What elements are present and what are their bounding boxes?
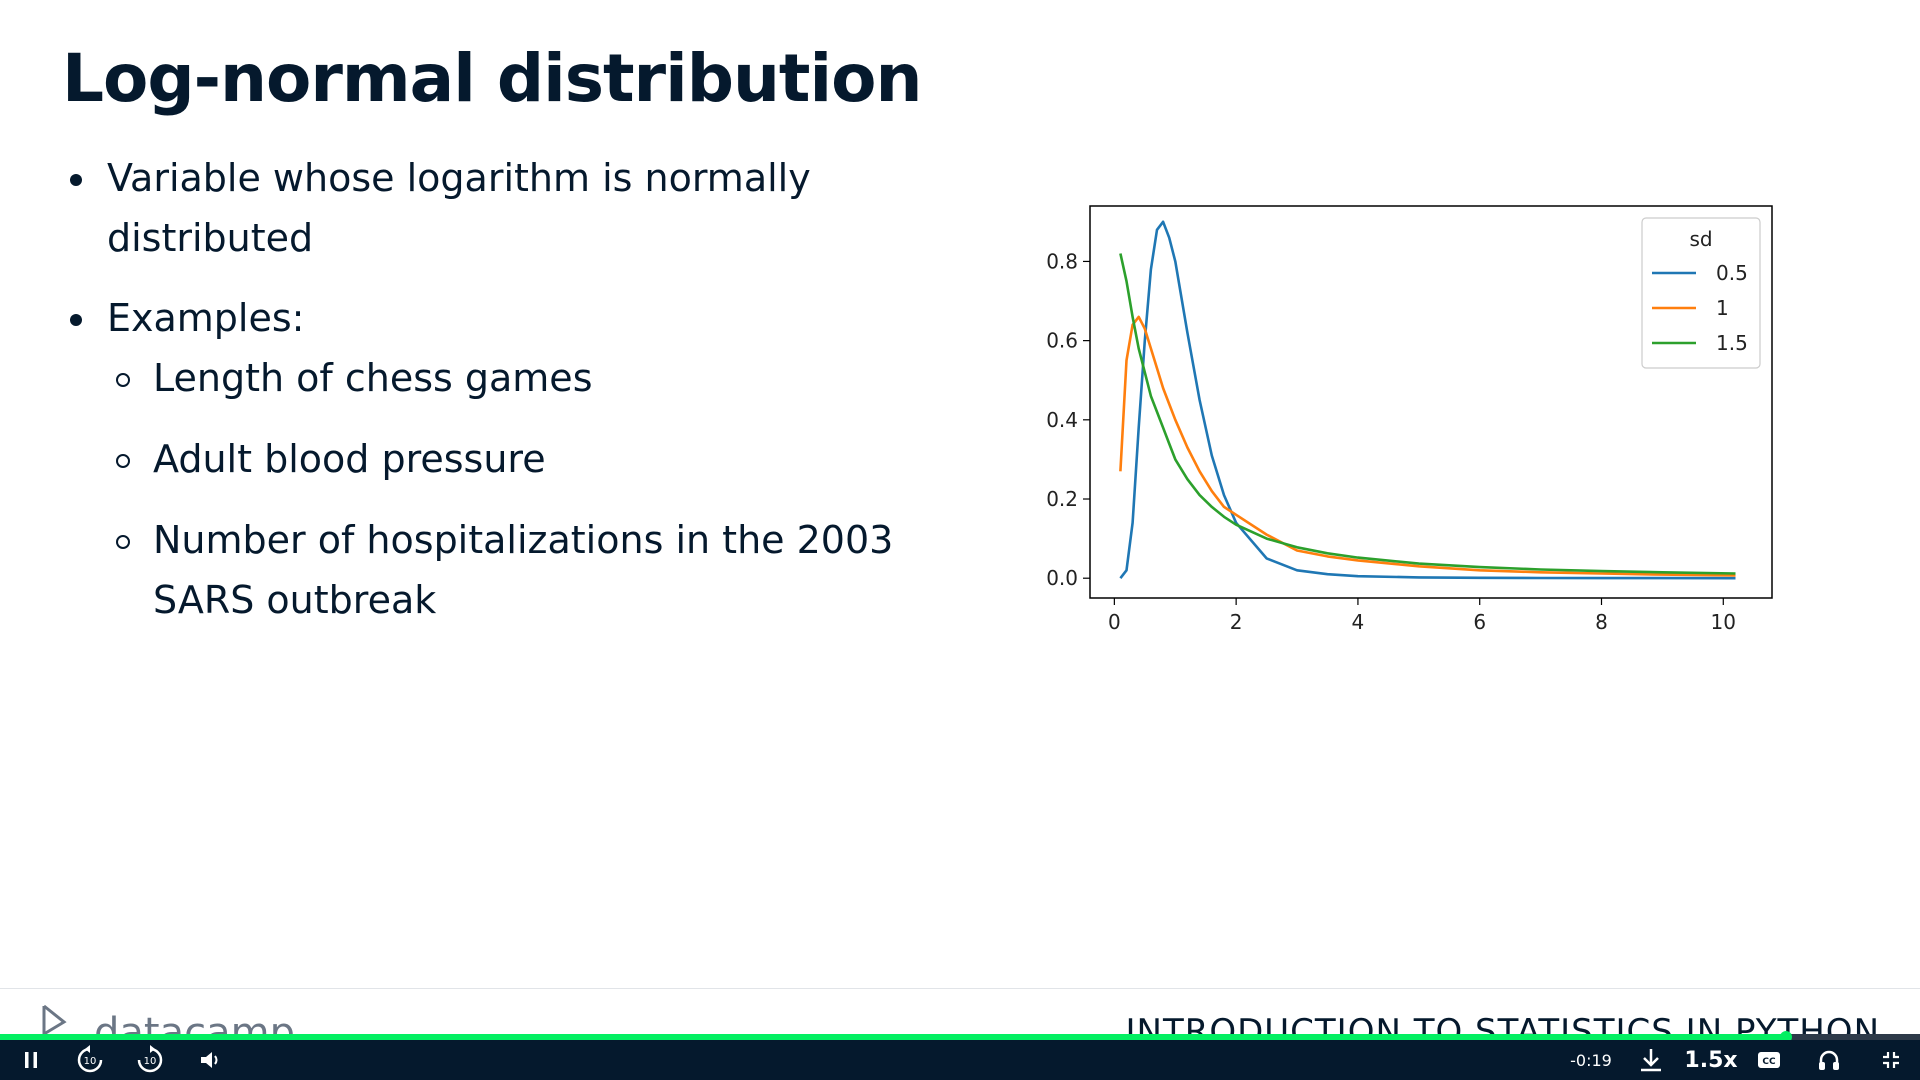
playback-speed-button[interactable]: 1.5x <box>1684 1047 1738 1073</box>
y-tick-label: 0.2 <box>1046 487 1078 511</box>
bullet-item: Variable whose logarithm is normally dis… <box>66 148 926 268</box>
sub-bullet-ring <box>116 373 130 387</box>
bullet-list: Variable whose logarithm is normally dis… <box>66 148 926 630</box>
sub-bullet-ring <box>116 535 130 549</box>
series-line-0.5 <box>1119 220 1736 580</box>
series-line-1.5 <box>1119 253 1736 575</box>
exit-fullscreen-button[interactable] <box>1876 1040 1906 1080</box>
forward-seconds: 10 <box>144 1056 157 1067</box>
footer-divider <box>0 988 1920 989</box>
exit-fullscreen-icon <box>1883 1052 1899 1068</box>
audio-only-button[interactable] <box>1814 1040 1844 1080</box>
legend-box <box>1641 217 1761 369</box>
series-line-1 <box>1119 315 1736 577</box>
volume-icon <box>201 1052 218 1068</box>
captions-button[interactable]: CC <box>1754 1040 1784 1080</box>
y-tick-label: 0.0 <box>1046 566 1078 590</box>
forward-icon: 10 <box>137 1045 163 1073</box>
headphones-icon <box>1819 1050 1839 1070</box>
pause-button[interactable] <box>14 1040 48 1080</box>
time-remaining: -0:19 <box>1570 1050 1612 1070</box>
sub-bullet-item: Adult blood pressure <box>66 429 926 489</box>
svg-text:CC: CC <box>1762 1057 1776 1067</box>
lognormal-chart: 0 2 4 6 8 10 0.0 0.2 0.4 0.6 0.8 sd 0.5 1 1.5 <box>1016 196 1798 652</box>
sub-bullet-list: Length of chess games Adult blood pressu… <box>66 348 926 630</box>
legend-label: 1.5 <box>1716 331 1748 355</box>
download-icon <box>1641 1049 1661 1072</box>
bullet-dot <box>70 314 82 326</box>
bullet-dot <box>70 174 82 186</box>
sub-bullet-ring <box>116 454 130 468</box>
y-tick-label: 0.6 <box>1046 329 1078 353</box>
rewind-icon: 10 <box>77 1045 103 1073</box>
rewind-seconds: 10 <box>84 1056 97 1067</box>
y-tick-label: 0.8 <box>1046 249 1078 273</box>
x-tick-label: 8 <box>1595 610 1608 634</box>
logo-text: datacamp <box>94 1010 295 1036</box>
chart-svg: 0 2 4 6 8 10 0.0 0.2 0.4 0.6 0.8 sd0.5 1 1.5 <box>1046 205 1773 634</box>
sub-bullet-item: Length of chess games <box>66 348 926 408</box>
sub-bullet-text-line: Length of chess games <box>153 356 593 400</box>
progress-fill <box>0 1034 1786 1040</box>
video-player-controls: 10 10 -0:19 1.5x CC <box>0 1040 1920 1080</box>
x-tick-label: 2 <box>1230 610 1243 634</box>
bullet-text-line: Examples: <box>107 296 305 340</box>
x-tick-label: 4 <box>1352 610 1365 634</box>
volume-button[interactable] <box>194 1040 228 1080</box>
legend-label: 1 <box>1716 296 1729 320</box>
bullet-item: Examples: <box>66 288 926 348</box>
legend-label: 0.5 <box>1716 261 1748 285</box>
pause-icon <box>25 1052 37 1068</box>
forward-10-button[interactable]: 10 <box>132 1040 168 1080</box>
x-tick-label: 0 <box>1108 610 1121 634</box>
course-title: INTRODUCTION TO STATISTICS IN PYTHON <box>1125 1012 1880 1036</box>
slide-title: Log-normal distribution <box>62 40 922 117</box>
bullet-text-line: Variable whose logarithm is normally <box>107 156 811 200</box>
x-tick-label: 10 <box>1711 610 1736 634</box>
sub-bullet-text-line: SARS outbreak <box>153 578 437 622</box>
sub-bullet-text-line: Adult blood pressure <box>153 437 546 481</box>
sub-bullet-item: Number of hospitalizations in the 2003 S… <box>66 510 926 630</box>
sub-bullet-text-line: Number of hospitalizations in the 2003 <box>153 518 894 562</box>
y-tick-label: 0.4 <box>1046 408 1078 432</box>
closed-captions-icon: CC <box>1758 1052 1780 1068</box>
bullet-text-line: distributed <box>107 216 314 260</box>
datacamp-logo: datacamp <box>40 1000 340 1036</box>
download-button[interactable] <box>1636 1040 1666 1080</box>
rewind-10-button[interactable]: 10 <box>72 1040 108 1080</box>
legend-title: sd <box>1689 227 1712 251</box>
x-tick-label: 6 <box>1473 610 1486 634</box>
datacamp-logo-icon: datacamp <box>42 1004 295 1036</box>
